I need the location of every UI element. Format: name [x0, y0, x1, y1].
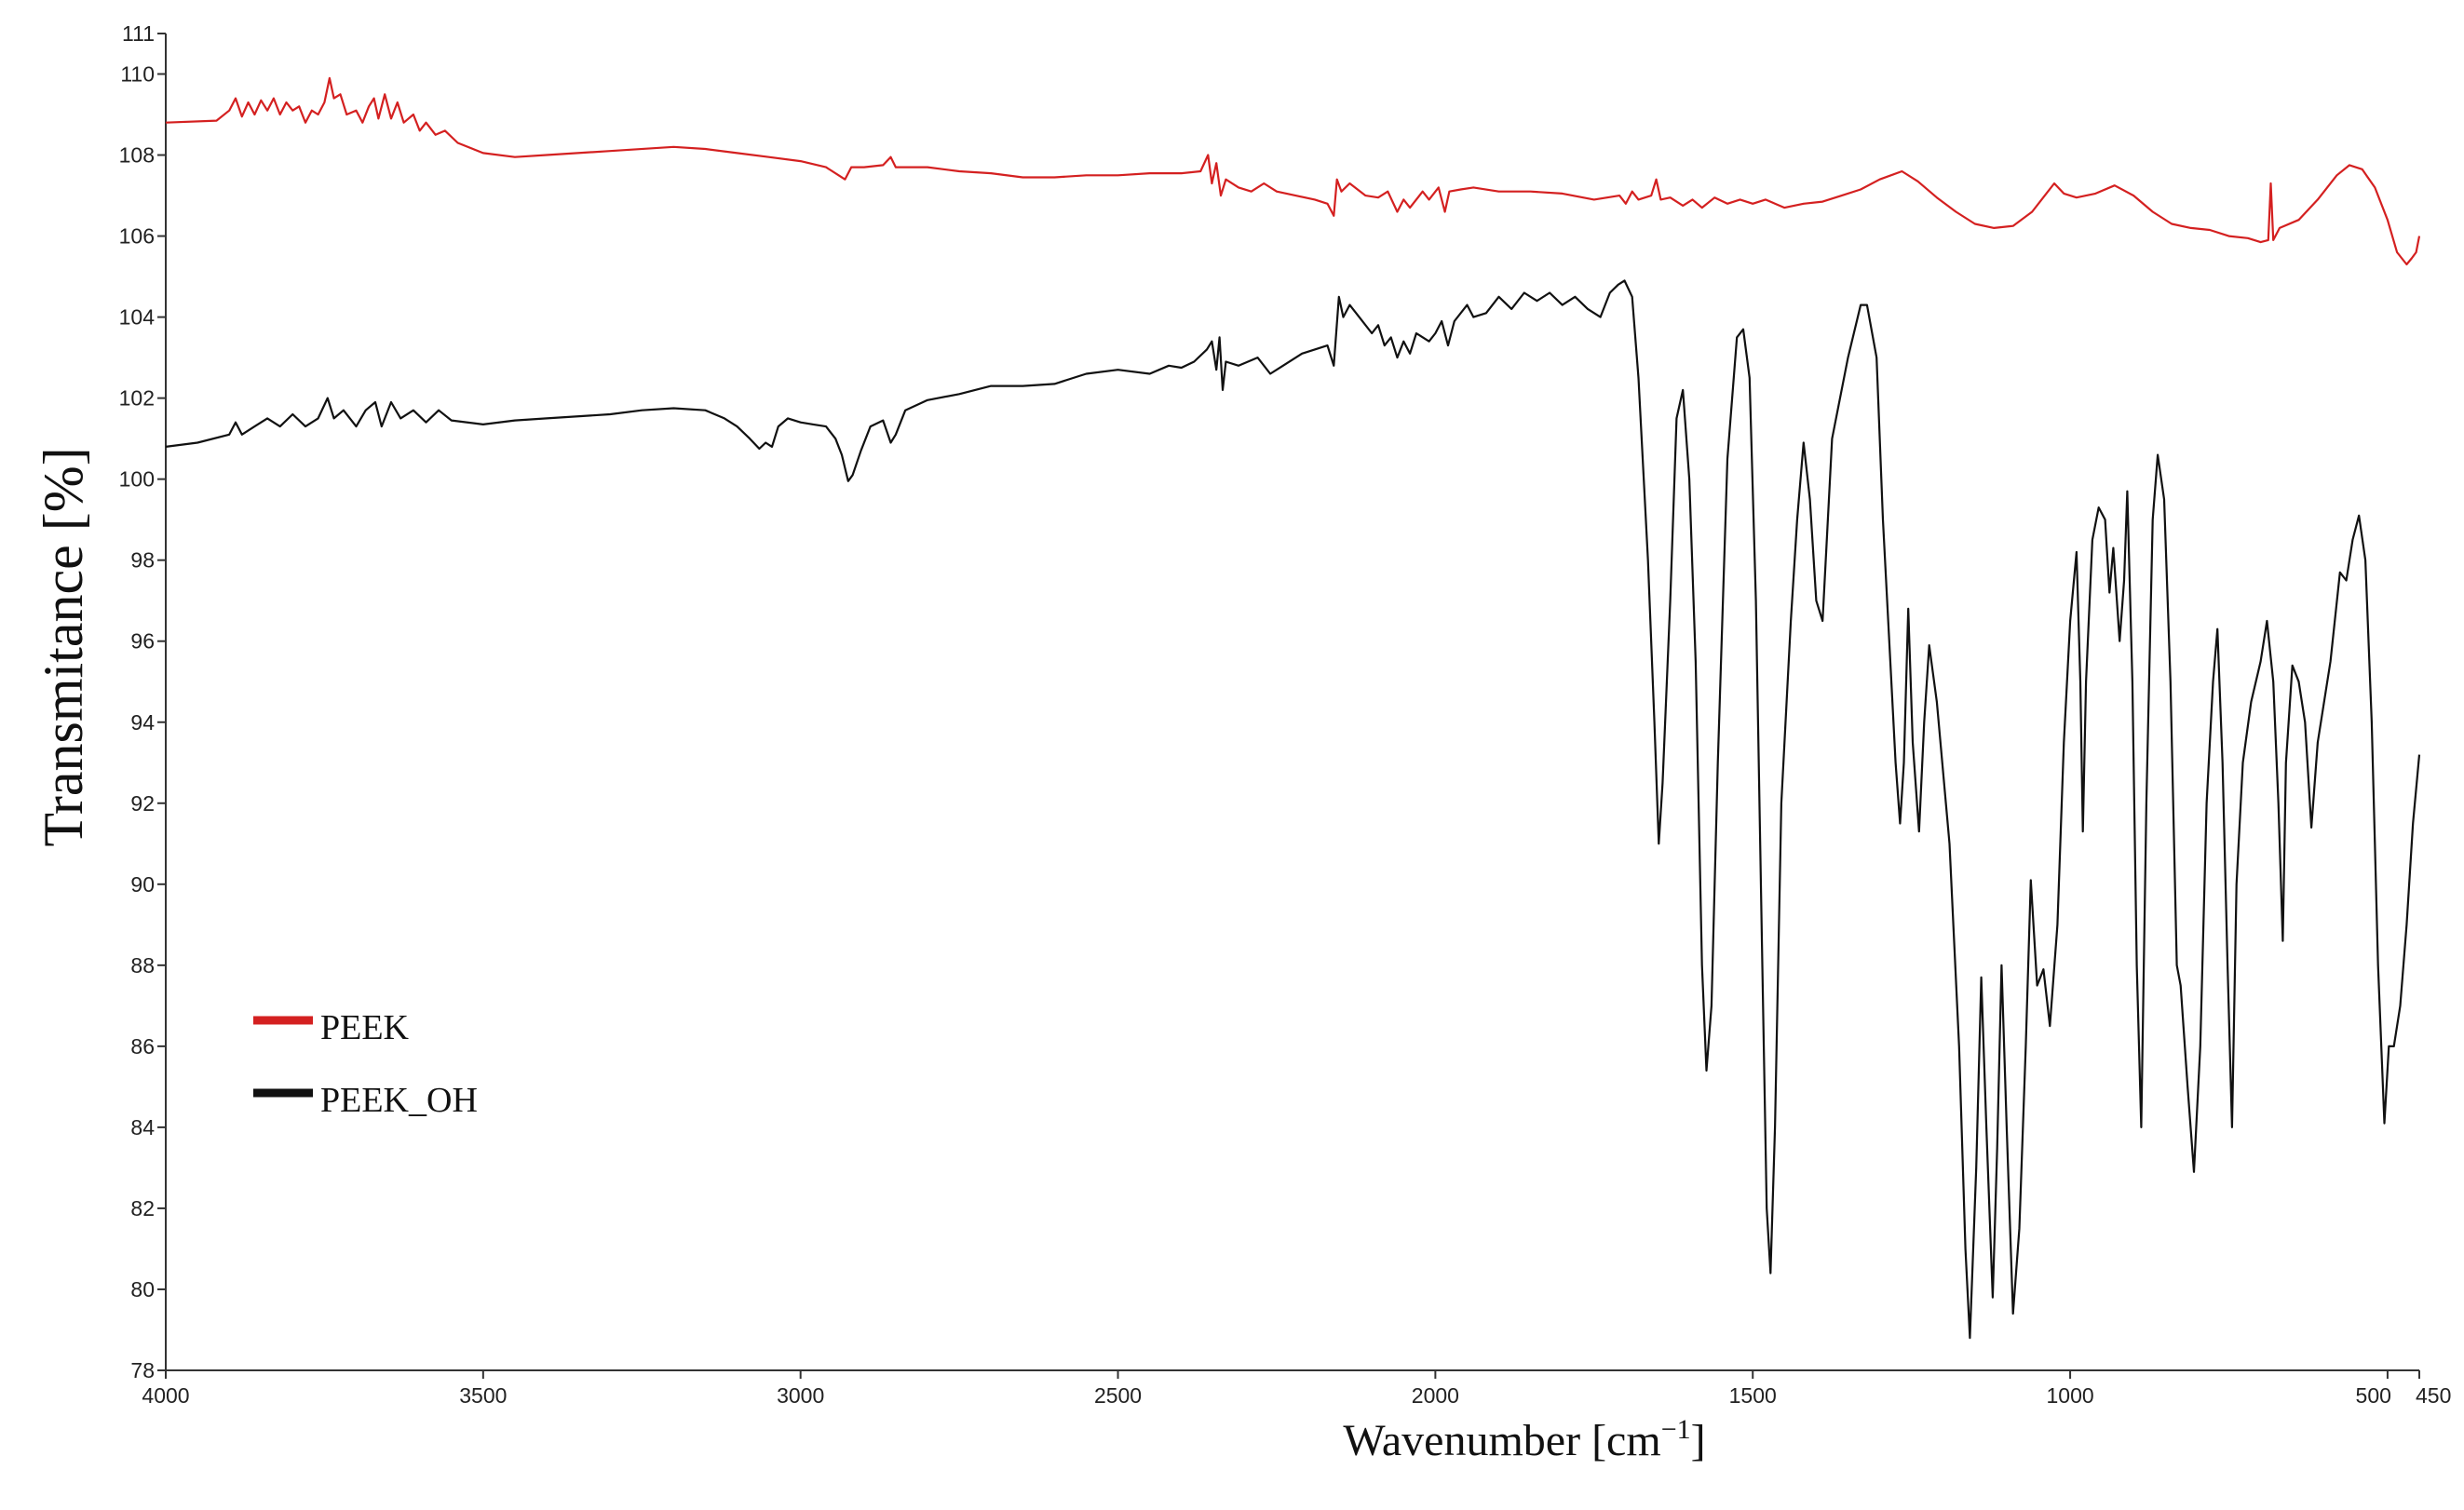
x-tick-label: 1500 [1729, 1383, 1777, 1408]
y-tick-label: 111 [122, 21, 155, 46]
y-tick-label: 102 [119, 386, 155, 411]
y-tick-label: 100 [119, 467, 155, 492]
y-tick-label: 82 [130, 1196, 155, 1220]
x-tick-label: 2000 [1412, 1383, 1459, 1408]
x-tick-label: 3000 [777, 1383, 824, 1408]
y-tick-label: 94 [130, 710, 155, 735]
x-tick-label: 2500 [1094, 1383, 1142, 1408]
y-tick-label: 108 [119, 143, 155, 168]
y-tick-label: 98 [130, 548, 155, 573]
x-axis-title-main: Wavenumber [cm [1343, 1416, 1660, 1465]
y-tick-label: 84 [130, 1115, 155, 1139]
legend-label: PEEK [320, 1008, 410, 1047]
y-tick-label: 90 [130, 872, 155, 897]
y-tick-label: 104 [119, 305, 156, 330]
series-line-peek-oh [165, 279, 2421, 1340]
series-layer [165, 76, 2421, 1340]
y-tick-label: 78 [130, 1358, 155, 1382]
x-tick-label: 450 [2416, 1383, 2451, 1408]
legend-label: PEEK_OH [320, 1081, 478, 1120]
x-axis-title-superscript: −1 [1661, 1414, 1691, 1445]
y-tick-label: 92 [130, 791, 155, 816]
y-tick-label: 86 [130, 1034, 155, 1058]
axes: 78 80 82 84 86 88 90 92 94 96 98 100 102 104 106 108 110… [119, 21, 2452, 1408]
x-tick-label: 500 [2356, 1383, 2391, 1408]
x-tick-label: 3500 [459, 1383, 507, 1408]
y-tick-label: 110 [120, 62, 155, 87]
x-tick-label: 4000 [142, 1383, 189, 1408]
series-line-peek [165, 76, 2421, 266]
y-tick-label: 80 [130, 1277, 155, 1301]
y-axis-title: Transmitance [%] [33, 447, 94, 846]
y-tick-label: 106 [119, 224, 155, 249]
legend: PEEK PEEK_OH [253, 1008, 478, 1120]
x-axis-title-end: ] [1691, 1416, 1706, 1465]
y-tick-label: 88 [130, 953, 155, 977]
x-axis-title: Wavenumber [cm−1] [1343, 1414, 1705, 1465]
x-tick-label: 1000 [2046, 1383, 2093, 1408]
y-tick-label: 96 [130, 629, 155, 654]
